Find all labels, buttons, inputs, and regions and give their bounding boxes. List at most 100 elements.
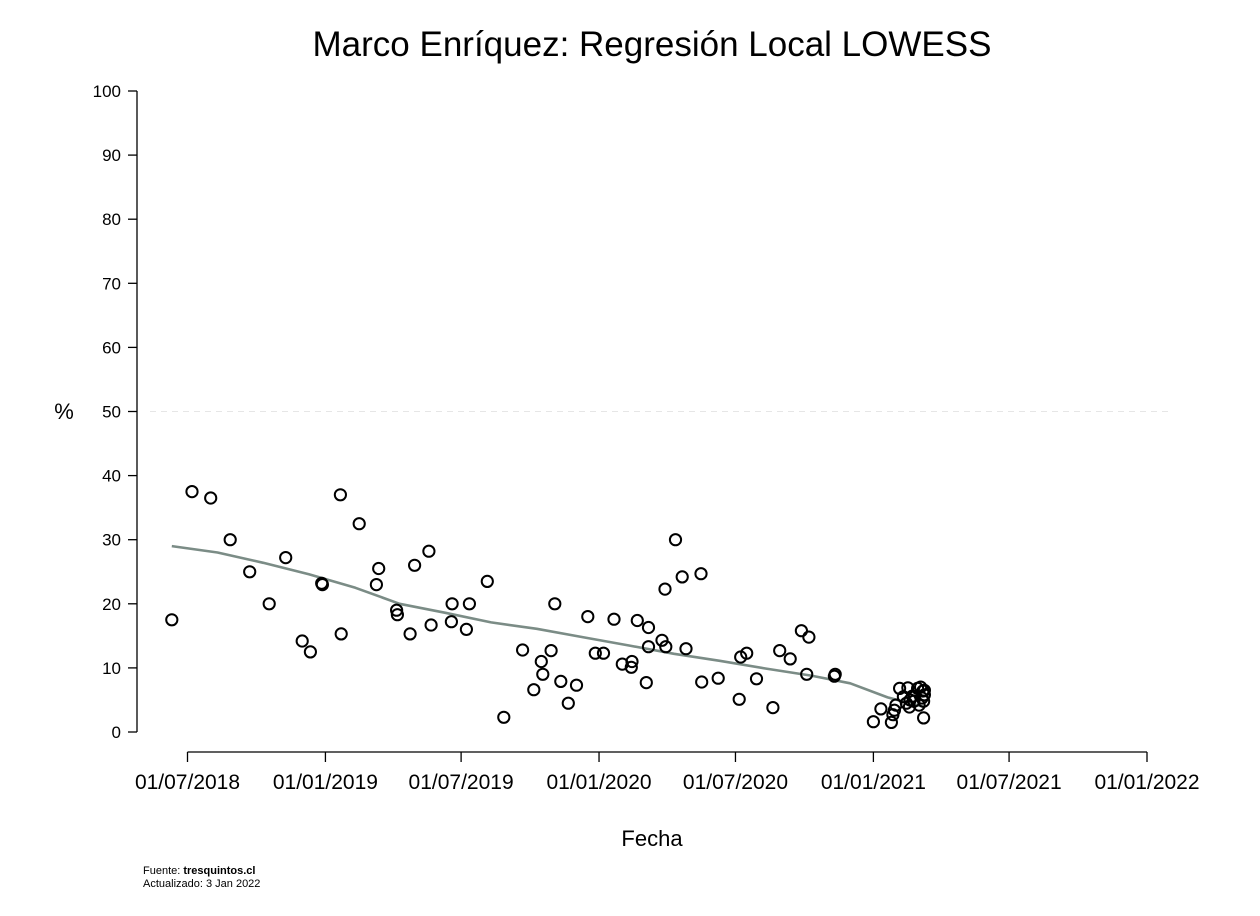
data-point xyxy=(204,491,218,505)
data-point xyxy=(534,654,548,669)
data-point xyxy=(884,715,899,730)
data-point xyxy=(695,675,709,689)
data-point xyxy=(369,578,383,592)
data-point xyxy=(516,643,530,657)
data-point xyxy=(694,567,708,581)
data-point xyxy=(408,558,422,572)
lowess-line xyxy=(171,544,925,709)
lowess-series xyxy=(171,544,925,709)
scatter-points xyxy=(165,485,932,730)
data-point xyxy=(459,622,473,637)
data-point xyxy=(445,597,459,611)
data-point xyxy=(165,613,179,627)
data-point xyxy=(655,633,669,647)
data-point xyxy=(917,711,931,725)
chart-title: Marco Enríquez: Regresión Local LOWESS xyxy=(313,25,992,64)
x-axis: 01/07/2018 01/01/2019 01/07/2019 01/01/2020… xyxy=(135,751,1200,794)
x-tick-label: 01/07/2020 xyxy=(683,771,788,794)
x-tick-label: 01/01/2020 xyxy=(546,771,651,794)
data-point xyxy=(243,565,257,579)
data-point xyxy=(675,570,689,584)
data-point xyxy=(444,615,458,629)
data-point xyxy=(766,701,780,715)
data-point xyxy=(581,610,595,624)
data-point xyxy=(554,674,568,689)
data-point xyxy=(866,715,881,729)
y-tick-label: 100 xyxy=(93,82,121,101)
data-point xyxy=(917,683,932,697)
data-point xyxy=(630,613,644,628)
data-point xyxy=(262,597,276,611)
data-point xyxy=(773,644,787,658)
data-point xyxy=(462,597,476,611)
data-point xyxy=(828,667,842,681)
data-point xyxy=(624,660,638,674)
data-point xyxy=(334,627,348,641)
x-tick-label: 01/07/2018 xyxy=(135,771,240,794)
data-point xyxy=(658,582,672,596)
data-point xyxy=(641,620,656,635)
y-tick-label: 70 xyxy=(102,274,121,293)
data-point xyxy=(659,640,673,654)
data-point xyxy=(480,574,494,589)
footer-source-label: Fuente: xyxy=(143,865,183,877)
data-point xyxy=(372,561,386,576)
data-point xyxy=(569,678,584,692)
y-tick-label: 60 xyxy=(102,338,121,357)
footer-updated: Actualizado: 3 Jan 2022 xyxy=(143,878,260,890)
y-tick-label: 20 xyxy=(102,595,121,614)
y-tick-label: 80 xyxy=(102,210,121,229)
data-point xyxy=(536,667,550,681)
data-point xyxy=(588,646,602,660)
data-point xyxy=(711,671,725,685)
data-point xyxy=(874,702,888,716)
footer-source-name: tresquintos.cl xyxy=(183,865,255,877)
data-point xyxy=(315,578,329,592)
data-point xyxy=(333,488,347,502)
x-tick-label: 01/01/2022 xyxy=(1094,771,1199,794)
data-point xyxy=(783,652,797,666)
data-point xyxy=(352,517,366,531)
data-point xyxy=(403,627,417,641)
data-point xyxy=(679,642,693,656)
y-tick-label: 40 xyxy=(102,467,121,486)
data-point xyxy=(625,654,639,669)
y-tick-label: 0 xyxy=(112,723,121,742)
data-point xyxy=(639,676,653,690)
data-point xyxy=(422,544,436,558)
data-point xyxy=(802,630,816,644)
data-point xyxy=(749,672,764,686)
data-point xyxy=(596,646,611,660)
x-tick-label: 01/01/2019 xyxy=(273,771,378,794)
data-point xyxy=(641,640,656,654)
data-point xyxy=(185,485,199,499)
data-point xyxy=(917,688,932,702)
data-point xyxy=(390,608,404,622)
y-axis-label: % xyxy=(54,399,74,424)
footer-source: Fuente: tresquintos.cl xyxy=(143,865,255,877)
y-axis: 0 10 20 30 40 50 60 70 80 90 100 xyxy=(93,82,138,742)
data-point xyxy=(295,634,309,648)
data-point xyxy=(303,645,317,659)
y-tick-label: 50 xyxy=(102,403,121,422)
x-tick-label: 01/07/2019 xyxy=(409,771,514,794)
data-point xyxy=(668,533,683,547)
data-point xyxy=(279,551,293,565)
data-point xyxy=(800,667,814,681)
data-point xyxy=(544,644,558,658)
x-tick-label: 01/01/2021 xyxy=(821,771,926,794)
data-point xyxy=(607,612,621,626)
data-point xyxy=(740,646,754,660)
data-point xyxy=(794,624,809,638)
data-point xyxy=(548,597,562,611)
data-point xyxy=(561,696,575,710)
x-tick-label: 01/07/2021 xyxy=(957,771,1062,794)
y-tick-label: 90 xyxy=(102,146,121,165)
data-point xyxy=(732,692,746,706)
data-point xyxy=(527,683,541,697)
x-axis-label: Fecha xyxy=(621,826,683,851)
data-point xyxy=(424,618,438,632)
y-tick-label: 30 xyxy=(102,531,121,550)
data-point xyxy=(223,533,237,547)
